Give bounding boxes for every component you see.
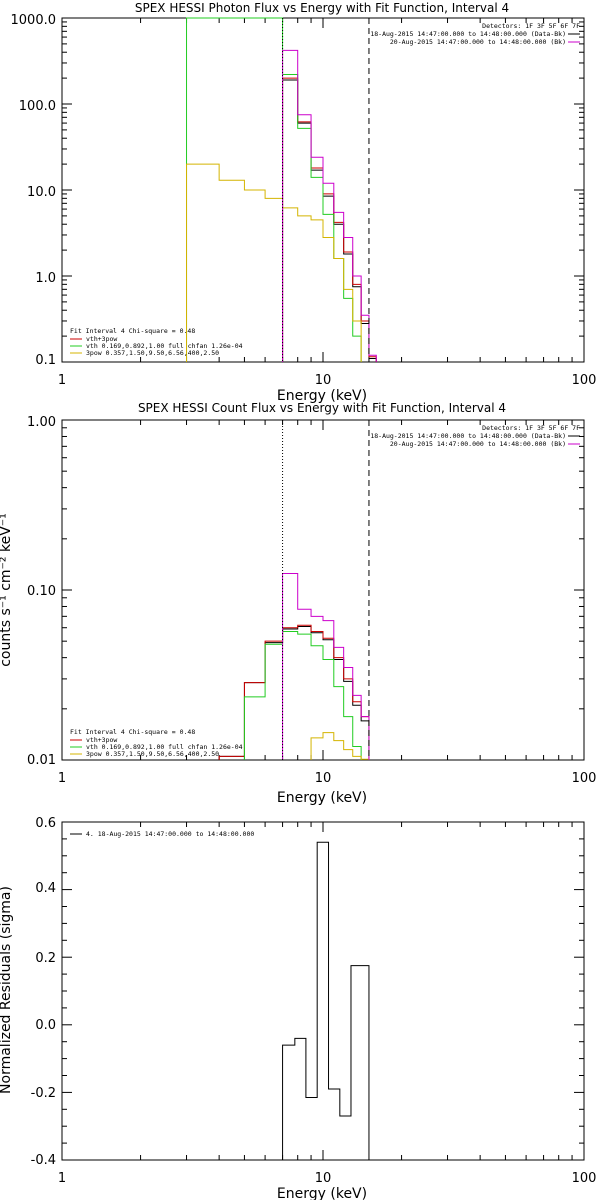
panel1-series	[186, 17, 377, 362]
panel1-axes	[61, 18, 584, 363]
series-black	[282, 841, 370, 1160]
panel2-xtick-1: 1	[58, 771, 66, 786]
panel2-legend-1: vth+3pow	[86, 736, 117, 744]
panel2-title: SPEX HESSI Count Flux vs Energy with Fit…	[138, 401, 506, 415]
series-green	[186, 17, 362, 362]
series-green	[243, 631, 362, 760]
series-yellow	[310, 732, 370, 760]
panel3-legend-0: 4. 18-Aug-2015 14:47:00.000 to 14:48:00.…	[86, 830, 254, 838]
panel3-ytick-1: -0.2	[31, 1086, 56, 1101]
series-magenta	[282, 573, 370, 760]
panel2-frame	[61, 419, 585, 761]
panel2-ytick-0: 0.01	[27, 753, 56, 768]
panel3-ylabel: Normalized Residuals (sigma)	[0, 886, 14, 1094]
panel2-ytick-1: 0.10	[27, 584, 56, 599]
panel3-ytick-4: 0.4	[35, 881, 56, 896]
panel2-xtick-100: 100	[572, 771, 597, 786]
photon-flux-panel: SPEX HESSI Photon Flux vs Energy with Fi…	[11, 1, 597, 404]
panel2-legend-right-0: 18-Aug-2015 14:47:00.000 to 14:48:00.000…	[370, 432, 566, 440]
series-magenta	[282, 49, 377, 362]
panel2-series	[218, 573, 370, 760]
panel1-xtick-10: 10	[315, 373, 332, 388]
series-black	[282, 79, 377, 362]
panel2-ylabel: counts s⁻¹ cm⁻² keV⁻¹	[0, 513, 14, 667]
panel2-legend-3: 3pow 0.357,1.50,9.50,6.56,400,2.50	[86, 750, 219, 758]
panel3-ytick-0: -0.4	[31, 1153, 56, 1168]
panel2-detectors: Detectors: 1F 3F 5F 6F 7F	[482, 424, 580, 432]
panel3-ytick-2: 0.0	[35, 1018, 56, 1033]
panel3-axes	[61, 821, 584, 1161]
panel2-xlabel: Energy (keV)	[277, 790, 367, 806]
panel1-xtick-100: 100	[572, 373, 597, 388]
panel1-legend-right-1: 20-Aug-2015 14:47:00.000 to 14:48:00.000…	[390, 38, 566, 46]
panel1-xtick-1: 1	[58, 373, 66, 388]
panel1-xlabel: Energy (keV)	[277, 388, 367, 404]
series-black	[218, 625, 370, 760]
panel1-ytick-0: 0.1	[35, 353, 56, 368]
panel3-xlabel: Energy (keV)	[277, 1186, 367, 1200]
residuals-panel: 1 10 100 -0.4 -0.2 0.0 0.2 0.4 0.6 Norma…	[0, 816, 596, 1200]
panel2-legend-2: vth 0.169,0.892,1.00 full chfan 1.26e-04	[86, 743, 243, 751]
panel2-vlines	[282, 420, 370, 760]
count-flux-panel: SPEX HESSI Count Flux vs Energy with Fit…	[0, 401, 596, 806]
panel1-vlines	[282, 18, 370, 362]
panel2-xtick-10: 10	[315, 771, 332, 786]
panel3-series	[282, 841, 370, 1160]
panel1-title: SPEX HESSI Photon Flux vs Energy with Fi…	[135, 1, 509, 15]
panel1-ytick-2: 10.0	[27, 185, 56, 200]
panel1-ytick-3: 100.0	[19, 99, 56, 114]
panel2-legend-right-1: 20-Aug-2015 14:47:00.000 to 14:48:00.000…	[390, 440, 566, 448]
panel1-legend-2: vth 0.169,0.892,1.00 full chfan 1.26e-04	[86, 342, 243, 350]
panel2-legend-fit: Fit Interval 4 Chi-square = 0.48	[70, 728, 195, 736]
panel3-ytick-5: 0.6	[35, 816, 56, 831]
panel3-xtick-100: 100	[572, 1171, 597, 1186]
panel2-axes	[61, 420, 584, 761]
series-red	[282, 77, 377, 362]
panel1-legend-1: vth+3pow	[86, 335, 117, 343]
panel1-legend-3: 3pow 0.357,1.50,9.50,6.56,400,2.50	[86, 349, 219, 357]
series-red	[218, 624, 370, 760]
series-yellow	[186, 163, 362, 362]
panel1-ytick-4: 1000.0	[11, 13, 57, 28]
panel3-frame	[61, 821, 585, 1161]
panel3-xtick-1: 1	[58, 1171, 66, 1186]
panel2-ytick-2: 1.00	[27, 415, 56, 430]
panel1-legend-fit: Fit Interval 4 Chi-square = 0.48	[70, 327, 195, 335]
panel1-detectors: Detectors: 1F 3F 5F 6F 7F	[482, 22, 580, 30]
panel3-ytick-3: 0.2	[35, 951, 56, 966]
panel3-xtick-10: 10	[315, 1171, 332, 1186]
panel1-legend-right-0: 18-Aug-2015 14:47:00.000 to 14:48:00.000…	[370, 30, 566, 38]
panel1-ytick-1: 1.0	[35, 271, 56, 286]
